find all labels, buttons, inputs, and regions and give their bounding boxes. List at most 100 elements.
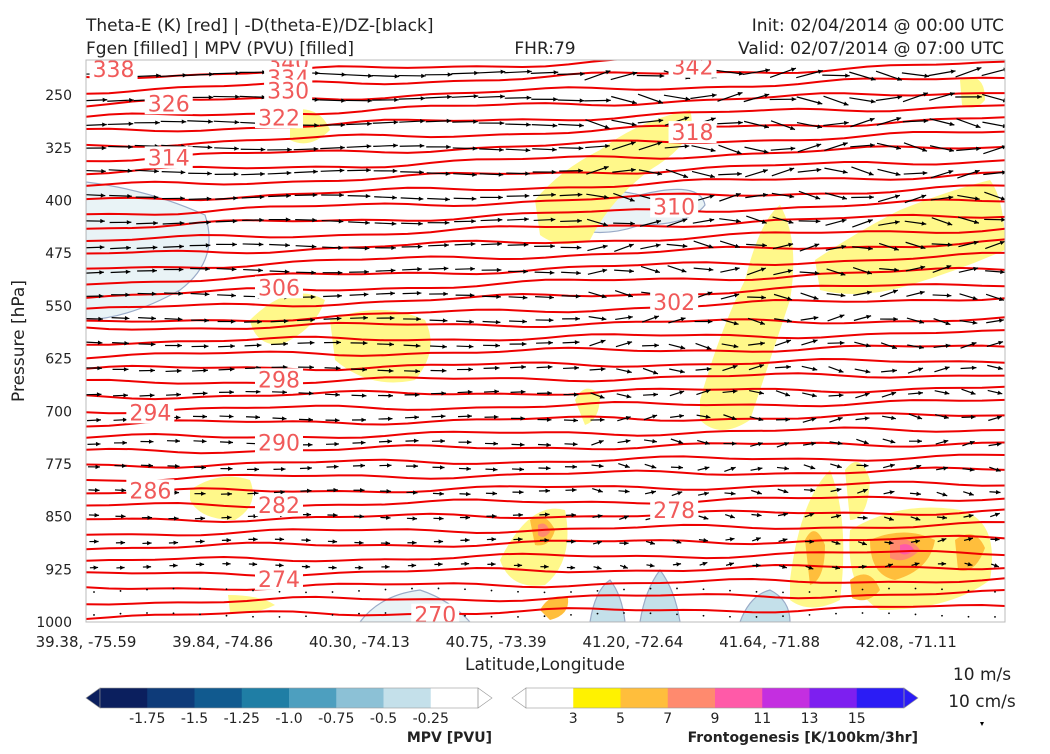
wind-dot (623, 612, 625, 614)
init-label: Init: 02/04/2014 @ 00:00 UTC (752, 16, 1004, 36)
theta-e-label: 294 (129, 401, 171, 426)
wind-dot (332, 591, 334, 593)
wind-dot (199, 588, 201, 590)
colorbar-segment (195, 688, 243, 708)
wind-dot (809, 614, 811, 616)
wind-dot (968, 616, 970, 618)
valid-label: Valid: 02/07/2014 @ 07:00 UTC (738, 39, 1004, 59)
y-tick-label: 775 (45, 457, 72, 473)
x-axis-label: Latitude,Longitude (465, 655, 625, 675)
x-tick-label: 40.30, -74.13 (309, 633, 410, 651)
colorbar-tick: 13 (801, 711, 819, 727)
colorbar-segment (668, 688, 716, 708)
wind-dot (464, 615, 466, 617)
y-tick-label: 925 (45, 562, 72, 578)
colorbar-tick: -1.75 (129, 711, 165, 727)
theta-e-label: 274 (258, 568, 300, 593)
colorbar-tick: 5 (616, 711, 625, 727)
wind-dot (332, 614, 334, 616)
title-line1: Theta-E (K) [red] | -D(theta-E)/DZ-[blac… (85, 16, 434, 36)
wind-dot (438, 588, 440, 590)
wind-dot (994, 616, 996, 618)
mpv-colorbar: -1.75-1.5-1.25-1.0-0.75-0.5-0.25 (86, 688, 492, 727)
colorbar-segment (384, 688, 432, 708)
wind-dot (915, 614, 917, 616)
wind-dot (650, 588, 652, 590)
colorbar-tick: -0.5 (370, 711, 397, 727)
colorbar-segment (762, 688, 810, 708)
colorbar-tick: 11 (753, 711, 771, 727)
wind-dot (756, 616, 758, 618)
wind-dot (941, 588, 943, 590)
y-axis-label: Pressure [hPa] (9, 280, 29, 402)
wind-dot (146, 589, 148, 591)
colorbar-segment (336, 688, 384, 708)
wind-dot (252, 590, 254, 592)
wind-dot (782, 591, 784, 593)
wind-dot (570, 591, 572, 593)
theta-e-label: 326 (148, 92, 190, 117)
wind-dot (703, 588, 705, 590)
colorbar-tick: -1.25 (224, 711, 260, 727)
wind-dot (835, 590, 837, 592)
theta-e-label: 310 (653, 196, 695, 221)
wind-dot (544, 591, 546, 593)
colorbar-tick: 3 (569, 711, 578, 727)
wind-dot (252, 616, 254, 618)
wind-dot (226, 588, 228, 590)
colorbar-tick: -0.25 (413, 711, 449, 727)
wind-dot (199, 613, 201, 615)
colorbar-segment (573, 688, 621, 708)
colorbar-segment (857, 688, 905, 708)
y-tick-label: 1000 (36, 615, 72, 631)
wind-dot (173, 612, 175, 614)
wind-dot (226, 615, 228, 617)
wind-dot (517, 616, 519, 618)
x-tick-label: 39.38, -75.59 (36, 633, 137, 651)
wind-dot (146, 612, 148, 614)
y-tick-label: 325 (45, 141, 72, 157)
wind-dot (120, 590, 122, 592)
theta-e-label: 338 (93, 58, 135, 83)
fhr-label: FHR:79 (514, 39, 575, 59)
vector-key-vertical: 10 cm/s (948, 692, 1016, 712)
colorbar-tick: 7 (663, 711, 672, 727)
wind-dot (915, 588, 917, 590)
wind-dot (888, 588, 890, 590)
theta-e-label: 286 (129, 479, 171, 504)
colorbar-segment (526, 688, 574, 708)
wind-dot (93, 591, 95, 593)
wind-dot (835, 613, 837, 615)
wind-dot (120, 613, 122, 615)
wind-dot (517, 591, 519, 593)
wind-dot (411, 588, 413, 590)
colorbar-segment (431, 688, 479, 708)
colorbar-tick: -0.75 (318, 711, 354, 727)
colorbar-segment (715, 688, 763, 708)
colorbar-tick: -1.5 (181, 711, 208, 727)
wind-dot (385, 589, 387, 591)
wind-dot (385, 612, 387, 614)
theta-e-label: 290 (258, 432, 300, 457)
y-tick-label: 625 (45, 352, 72, 368)
theta-e-label: 298 (258, 368, 300, 393)
theta-e-label: 314 (148, 146, 190, 171)
x-tick-label: 40.75, -73.39 (446, 633, 547, 651)
wind-dot (173, 588, 175, 590)
wind-dot (305, 615, 307, 617)
y-tick-label: 850 (45, 510, 72, 526)
theta-e-label: 322 (258, 106, 300, 131)
theta-e-label: 342 (672, 56, 714, 81)
x-tick-label: 41.64, -71.88 (719, 633, 820, 651)
theta-e-label: 278 (653, 499, 695, 524)
wind-dot (544, 615, 546, 617)
y-tick-label: 700 (45, 404, 72, 420)
vector-key-arrow (980, 722, 984, 726)
fgen-colorbar-label: Frontogenesis [K/100km/3hr] (688, 730, 918, 746)
wind-dot (279, 616, 281, 618)
colorbar-segment (289, 688, 337, 708)
wind-dot (623, 589, 625, 591)
x-tick-label: 39.84, -74.86 (172, 633, 273, 651)
